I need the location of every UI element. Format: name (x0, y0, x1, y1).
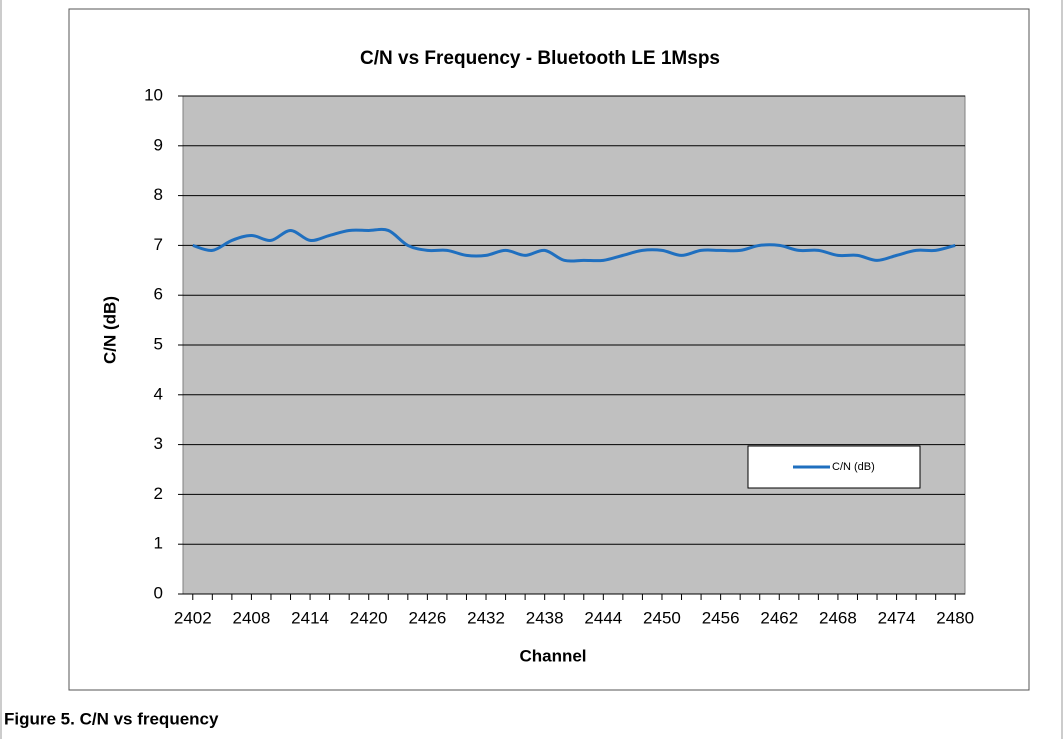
x-tick-label: 2402 (174, 608, 212, 627)
legend-label: C/N (dB) (832, 461, 875, 473)
x-tick-label: 2444 (584, 608, 622, 627)
y-tick-label: 2 (154, 484, 163, 503)
x-tick-label: 2426 (408, 608, 446, 627)
x-tick-label: 2408 (233, 608, 271, 627)
y-tick-label: 1 (154, 534, 163, 553)
x-tick-label: 2438 (526, 608, 564, 627)
x-tick-label: 2450 (643, 608, 681, 627)
y-tick-label: 5 (154, 334, 163, 353)
legend-box (747, 445, 921, 489)
chart-title: C/N vs Frequency - Bluetooth LE 1Msps (360, 48, 720, 69)
data-line (192, 227, 956, 263)
y-tick-label: 0 (154, 583, 163, 602)
x-tick-label: 2456 (702, 608, 740, 627)
x-tick-label: 2468 (819, 608, 857, 627)
x-tick-label: 2462 (760, 608, 798, 627)
x-tick-label: 2474 (878, 608, 916, 627)
x-tick-label: 2480 (936, 608, 974, 627)
y-tick-label: 8 (154, 185, 163, 204)
x-tick-label: 2420 (350, 608, 388, 627)
x-tick-label: 2414 (291, 608, 329, 627)
y-tick-label: 10 (144, 85, 163, 104)
y-tick-label: 4 (154, 384, 163, 403)
x-axis-label: Channel (519, 646, 586, 665)
y-axis-label: C/N (dB) (100, 296, 119, 364)
x-tick-label: 2432 (467, 608, 505, 627)
y-tick-label: 9 (154, 135, 163, 154)
y-tick-label: 7 (154, 235, 163, 254)
y-tick-label: 6 (154, 285, 163, 304)
y-tick-label: 3 (154, 434, 163, 453)
figure-caption: Figure 5. C/N vs frequency (4, 709, 219, 728)
